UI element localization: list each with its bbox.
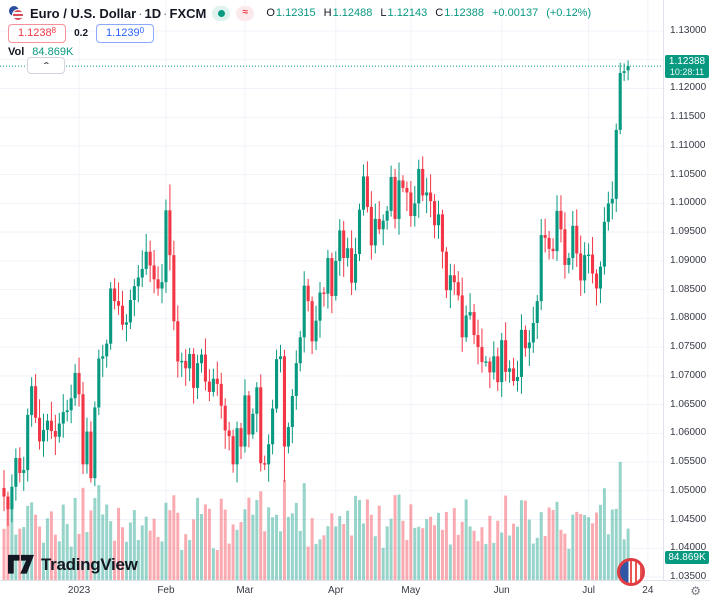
high-value: H1.12488 — [323, 7, 373, 19]
volume-axis-badge: 84.869K — [665, 551, 709, 564]
price-axis-label: 1.04000 — [670, 542, 707, 554]
price-axis-label: 1.09000 — [670, 254, 707, 266]
symbol-title[interactable]: Euro / U.S. Dollar · 1D · FXCM — [30, 6, 206, 21]
time-axis-label: Jun — [493, 585, 510, 596]
last-price-badge: 1.12388 10:28:11 — [665, 55, 709, 79]
price-axis-label: 1.11500 — [670, 111, 706, 123]
settings-gear-icon[interactable]: ⚙ — [690, 584, 701, 598]
tradingview-logo[interactable]: TradingView — [8, 554, 138, 576]
buy-button[interactable]: 1.12390 — [96, 24, 155, 44]
time-axis-label: May — [401, 585, 421, 596]
exchange-label: FXCM — [169, 5, 207, 21]
time-axis-label: 2023 — [67, 585, 91, 596]
price-axis-label: 1.08500 — [670, 283, 707, 295]
chevron-up-icon: ⌃ — [41, 60, 51, 70]
volume-label: Vol — [8, 46, 25, 58]
open-value: O1.12315 — [266, 7, 316, 19]
collapse-pane-button[interactable]: ⌃ — [27, 57, 65, 74]
price-axis-label: 1.04500 — [670, 513, 707, 525]
bar-close-countdown: 10:28:11 — [669, 67, 705, 78]
market-open-icon[interactable] — [212, 5, 231, 21]
low-value: L1.12143 — [380, 7, 428, 19]
interval-label[interactable]: 1D — [144, 5, 162, 21]
time-axis-label: Jul — [582, 585, 595, 596]
price-axis-label: 1.07000 — [670, 369, 707, 381]
ohlc-values: O1.12315 H1.12488 L1.12143 C1.12388 +0.0… — [266, 7, 591, 19]
time-axis-label: Apr — [328, 585, 344, 596]
price-axis-label: 1.05500 — [670, 456, 707, 468]
price-axis-label: 1.11000 — [670, 139, 706, 151]
price-axis-label: 1.09500 — [670, 226, 707, 238]
close-value: C1.12388 — [435, 7, 484, 19]
time-axis-label: Mar — [236, 585, 254, 596]
price-axis-label: 1.10500 — [670, 168, 707, 180]
change-value: +0.00137 — [492, 7, 539, 19]
symbol-name: Euro / U.S. Dollar — [30, 5, 137, 21]
sell-button[interactable]: 1.12388 — [8, 24, 67, 44]
volume-value: 84.869K — [32, 46, 74, 58]
tradingview-logo-mark — [8, 554, 34, 574]
price-axis-label: 1.03500 — [670, 571, 707, 582]
price-axis-label: 1.05000 — [670, 484, 707, 496]
bid-ask-row: 1.12388 0.2 1.12390 — [8, 24, 155, 44]
time-axis-label: Feb — [157, 585, 175, 596]
price-axis-label: 1.06500 — [670, 398, 707, 410]
price-axis-label: 1.07500 — [670, 341, 707, 353]
price-axis-label: 1.06000 — [670, 427, 707, 439]
price-scale[interactable]: 1.130001.125001.120001.115001.110001.105… — [663, 0, 710, 582]
time-axis-label: 24 — [642, 585, 654, 596]
delayed-data-icon[interactable]: ≈ — [236, 5, 255, 21]
symbol-legend[interactable]: Euro / U.S. Dollar · 1D · FXCM ≈ O1.12315 H1… — [8, 5, 591, 21]
last-price-value: 1.12388 — [668, 56, 706, 68]
tradingview-logo-text: TradingView — [41, 555, 138, 574]
change-percent: (+0.12%) — [546, 7, 592, 19]
price-axis-label: 1.13000 — [670, 25, 707, 36]
price-axis-label: 1.08000 — [670, 312, 707, 324]
price-axis-label: 1.12000 — [670, 82, 707, 94]
volume-legend[interactable]: Vol 84.869K — [8, 46, 73, 58]
price-axis-label: 1.10000 — [670, 197, 707, 209]
fxcm-provider-logo[interactable] — [617, 558, 645, 586]
eurusd-flag-icon — [8, 5, 24, 21]
separator: · — [138, 5, 143, 21]
time-scale[interactable]: ⚙ 2023 Feb Mar Apr May Jun Jul 24 — [0, 580, 710, 600]
separator: · — [163, 5, 168, 21]
spread-value: 0.2 — [74, 28, 89, 40]
